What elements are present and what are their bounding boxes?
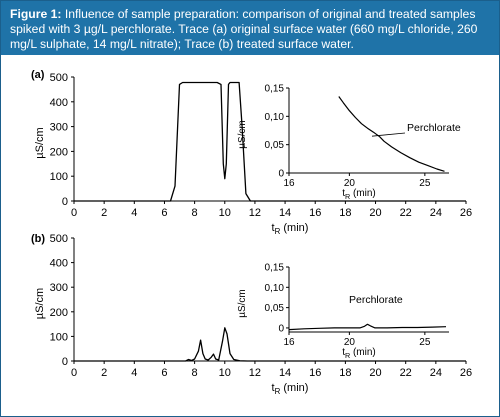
panel-b-y-tick-label: 300 — [50, 282, 68, 294]
panel-b-inset-x-tick-label: 20 — [344, 337, 356, 348]
panel-a-panel-label: (a) — [31, 69, 45, 81]
panel-a-y-tick-label: 300 — [50, 122, 68, 134]
panel-b-x-tick-label: 20 — [369, 367, 381, 379]
panel-a-inset-x-tick-label: 25 — [419, 178, 431, 189]
panel-b-y-tick-label: 0 — [62, 356, 68, 368]
panel-b-x-tick-label: 22 — [400, 367, 412, 379]
panel-a-x-tick-label: 6 — [161, 207, 167, 219]
panel-b-y-tick-label: 400 — [50, 258, 68, 270]
panel-b-trace-line — [74, 327, 466, 362]
panel-b-inset-y-tick-label: 0,15 — [265, 263, 285, 274]
panel-b-x-tick-label: 18 — [339, 367, 351, 379]
panel-a-inset-x-tick-label: 20 — [344, 178, 356, 189]
panel-a-annotation-leader — [371, 132, 406, 137]
panel-a-y-tick-label: 500 — [50, 72, 68, 84]
caption-label: Figure 1: — [10, 7, 62, 21]
panel-a-y-tick-label: 400 — [50, 97, 68, 109]
panel-a-y-tick-label: 0 — [62, 196, 68, 208]
panel-b-x-tick-label: 8 — [192, 367, 198, 379]
panel-b-panel-label: (b) — [31, 233, 45, 245]
panel-b-x-tick-label: 24 — [430, 367, 442, 379]
panel-a-x-tick-label: 24 — [430, 207, 442, 219]
figure-caption: Figure 1: Influence of sample preparatio… — [1, 1, 499, 55]
panel-a-x-tick-label: 16 — [309, 207, 321, 219]
panel-a-x-tick-label: 10 — [219, 207, 231, 219]
panel-b-x-tick-label: 12 — [249, 367, 261, 379]
panel-b-inset-background — [289, 267, 449, 332]
panel-a-x-tick-label: 22 — [400, 207, 412, 219]
panel-b-inset-y-tick-label: 0 — [278, 323, 284, 334]
panel-a-x-tick-label: 14 — [279, 207, 291, 219]
panel-b-inset-x-axis-label: tR (min) — [342, 347, 376, 360]
panel-b-inset-y-tick-label: 0,05 — [265, 303, 285, 314]
panel-b-y-tick-label: 200 — [50, 307, 68, 319]
panel-b-x-tick-label: 10 — [219, 367, 231, 379]
panel-a-inset-background — [289, 88, 449, 173]
panel-a-trace-line — [74, 81, 466, 202]
panel-a-y-tick-label: 200 — [50, 146, 68, 158]
panel-b-x-tick-label: 2 — [101, 367, 107, 379]
panel-b-x-tick-label: 0 — [71, 367, 77, 379]
panel-b-perchlorate-annotation: Perchlorate — [349, 294, 403, 306]
panel-b-inset-x-tick-label: 25 — [419, 337, 431, 348]
panel-a-x-tick-label: 12 — [249, 207, 261, 219]
panel-a-inset-y-axis-label: µS/cm — [237, 120, 248, 149]
panel-b-inset-y-axis-label: µS/cm — [237, 289, 248, 318]
panel-b-y-tick-label: 100 — [50, 331, 68, 343]
panel-a-x-axis-label: tR (min) — [272, 222, 309, 236]
panel-b-x-tick-label: 26 — [460, 367, 472, 379]
panel-b-x-tick-label: 6 — [161, 367, 167, 379]
panel-b-y-tick-label: 500 — [50, 233, 68, 245]
panel-a-y-axis-label: µS/cm — [34, 127, 46, 158]
panel-a-y-tick-label: 100 — [50, 171, 68, 183]
panel-a-inset-y-tick-label: 0,10 — [265, 112, 285, 123]
panel-b-y-axis-label: µS/cm — [34, 288, 46, 319]
panel-a-x-tick-label: 20 — [369, 207, 381, 219]
panel-a-x-tick-label: 2 — [101, 207, 107, 219]
panel-a-inset-y-tick-label: 0,15 — [265, 84, 285, 95]
panel-b-x-tick-label: 4 — [131, 367, 137, 379]
panel-b-x-tick-label: 14 — [279, 367, 291, 379]
panel-a-x-tick-label: 4 — [131, 207, 137, 219]
panel-b-inset-x-tick-label: 16 — [283, 337, 295, 348]
panel-b-x-tick-label: 16 — [309, 367, 321, 379]
panel-b-inset-trace-line — [288, 323, 447, 331]
panel-a-perchlorate-annotation: Perchlorate — [407, 122, 461, 134]
panel-b-inset-y-tick-label: 0,10 — [265, 283, 285, 294]
panel-a-x-tick-label: 18 — [339, 207, 351, 219]
caption-text: Influence of sample preparation: compari… — [10, 7, 478, 51]
panel-a-x-tick-label: 26 — [460, 207, 472, 219]
panel-a-inset-trace-line — [338, 96, 445, 172]
panel-a-inset-y-tick-label: 0,05 — [265, 140, 285, 151]
panel-a-x-tick-label: 8 — [192, 207, 198, 219]
panel-a-x-tick-label: 0 — [71, 207, 77, 219]
panel-a-inset-x-axis-label: tR (min) — [342, 188, 376, 201]
panel-b-x-axis-label: tR (min) — [272, 382, 309, 396]
panel-a-inset-x-tick-label: 16 — [283, 178, 295, 189]
panel-a-inset-y-tick-label: 0 — [278, 169, 284, 180]
